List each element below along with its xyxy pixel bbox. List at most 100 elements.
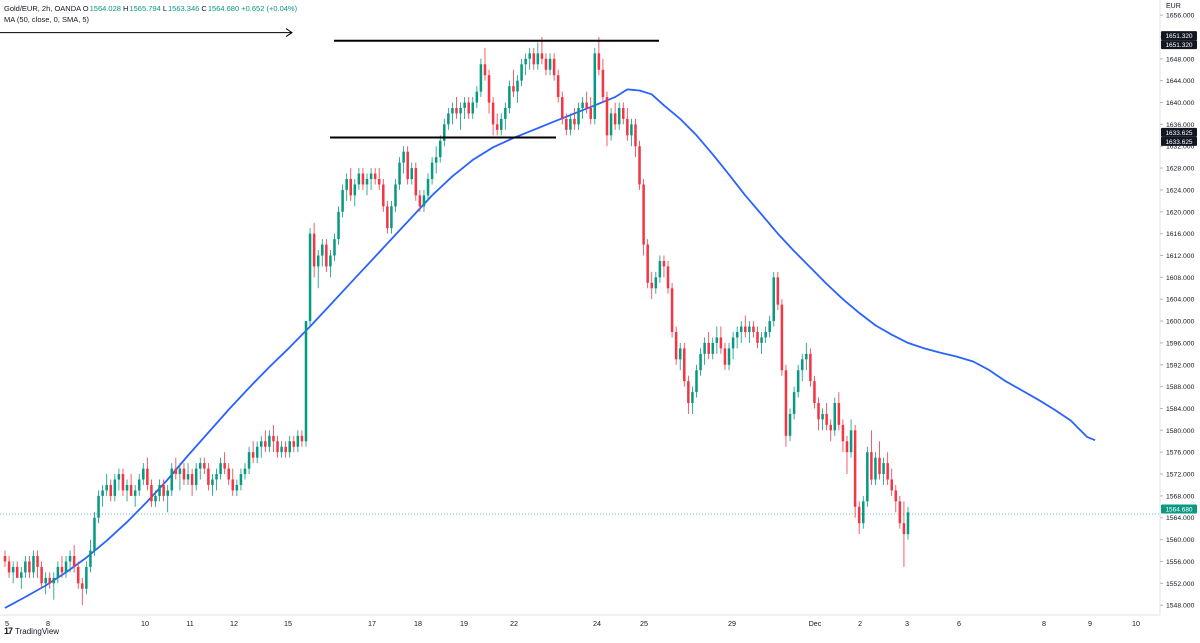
candle [382,179,385,212]
candle [113,474,117,502]
candle-body [841,424,845,442]
candle-body [341,189,344,212]
x-tick-label: 8 [46,619,50,628]
candle-body [109,484,113,496]
grid [0,0,1161,616]
x-tick-label: 2 [858,619,862,628]
candle [829,419,832,442]
candle-body [548,58,552,70]
candle [154,490,157,507]
x-tick-label: 19 [460,619,468,628]
candle-body [182,468,186,480]
candle-body [646,244,649,283]
currency-label: EUR [1166,3,1181,10]
candle [605,91,609,147]
y-tick-label: 1548.000 [1166,603,1195,610]
candle [349,168,353,201]
candle [764,326,767,343]
candle [597,36,601,76]
candle [373,168,377,185]
brand-label: TradingView [15,626,60,636]
candle [357,168,361,190]
candle [36,550,39,578]
candle [581,97,584,119]
candle [788,408,792,442]
price-axis: 1656.0001652.0001648.0001644.0001640.000… [1160,13,1197,610]
candle-body [447,113,450,125]
candle [312,222,316,278]
candle [744,315,747,338]
candle-body [805,353,808,360]
candle-body [304,321,308,442]
candle [288,435,291,458]
candle [866,446,869,507]
candle [853,424,857,518]
candle-body [158,484,161,496]
candle [849,419,853,458]
candle-body [97,495,100,518]
candle [137,474,141,496]
y-tick-label: 1572.000 [1166,472,1195,479]
candle-body [800,359,804,371]
candle-body [821,413,824,420]
candle [654,271,658,294]
candle-body [121,474,125,491]
candle [780,299,784,376]
y-tick-label: 1564.000 [1166,515,1195,522]
candle [805,342,808,371]
price-badge-label: 1633.625 [1165,130,1192,137]
candle-body [414,168,418,196]
candle [548,53,552,76]
candle-body [467,102,470,114]
y-tick-label: 1568.000 [1166,493,1195,500]
candle-body [345,179,348,190]
candle [609,107,613,141]
candle [402,146,405,174]
candle-body [223,463,226,469]
candle [117,468,121,491]
candle [369,168,373,190]
candle [902,501,906,567]
y-tick-label: 1556.000 [1166,559,1195,566]
candle [658,255,662,283]
candle [418,189,422,212]
candle-body [853,430,857,507]
candle-body [825,413,828,425]
candle-body [398,162,401,185]
tradingview-footer[interactable]: 17 TradingView [4,626,59,636]
candle [105,474,108,496]
candle [390,200,393,234]
candle-body [329,255,332,267]
x-tick-label: 3 [905,619,909,628]
x-tick-label: 22 [510,619,518,628]
candle [40,561,43,589]
y-tick-label: 1580.000 [1166,428,1195,435]
candle-body [272,435,275,442]
candle [715,326,719,354]
candle-body [316,255,320,267]
candle-body [601,69,605,98]
y-tick-label: 1628.000 [1166,166,1195,173]
candle-body [296,435,300,447]
candle [626,107,629,141]
y-tick-label: 1640.000 [1166,100,1195,107]
candle [255,441,259,464]
candle [544,53,548,76]
candle [857,501,861,535]
candle [556,69,560,103]
candle-body [93,517,96,551]
candle [178,463,182,491]
candle-body [251,452,255,458]
candle [837,392,841,431]
candle-body [284,446,287,453]
candle [24,555,27,578]
candle [878,441,881,480]
candle-body [512,86,515,92]
candle [93,512,96,556]
candle [174,457,178,480]
low-value: 1563.346 [168,4,200,13]
candle-body [243,468,247,475]
candle-body [377,179,381,185]
candle-body [146,468,149,485]
